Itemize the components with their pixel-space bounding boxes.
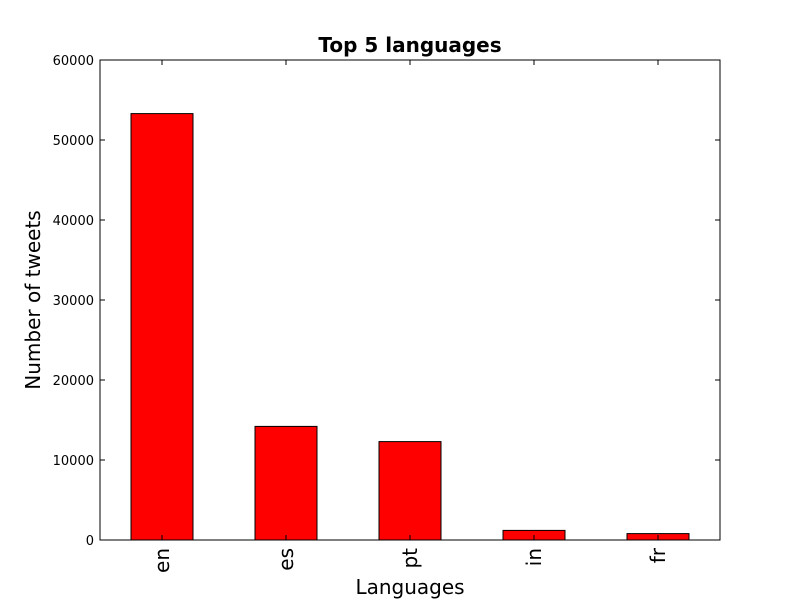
y-tick-label: 0 bbox=[86, 534, 94, 549]
x-axis-ticks: en es pt in fr bbox=[150, 60, 670, 573]
x-tick-label-fr: fr bbox=[646, 547, 670, 563]
bar-en bbox=[130, 113, 194, 541]
y-tick-label: 20000 bbox=[53, 374, 94, 389]
y-axis-label: Number of tweets bbox=[21, 210, 45, 389]
y-tick-label: 50000 bbox=[53, 134, 94, 149]
bar-pt bbox=[378, 441, 442, 541]
y-axis-ticks: 0 10000 20000 30000 40000 50000 60000 bbox=[53, 54, 720, 549]
x-tick-label-in: in bbox=[522, 548, 546, 566]
x-tick-label-es: es bbox=[274, 548, 298, 571]
y-tick-label: 60000 bbox=[53, 54, 94, 69]
x-tick-label-en: en bbox=[150, 548, 174, 573]
y-tick-label: 40000 bbox=[53, 214, 94, 229]
chart-title: Top 5 languages bbox=[318, 33, 501, 57]
bars-group bbox=[130, 113, 690, 541]
x-axis-label: Languages bbox=[355, 575, 464, 599]
y-tick-label: 10000 bbox=[53, 454, 94, 469]
bar-es bbox=[254, 425, 318, 541]
y-tick-label: 30000 bbox=[53, 294, 94, 309]
x-tick-label-pt: pt bbox=[398, 548, 422, 569]
